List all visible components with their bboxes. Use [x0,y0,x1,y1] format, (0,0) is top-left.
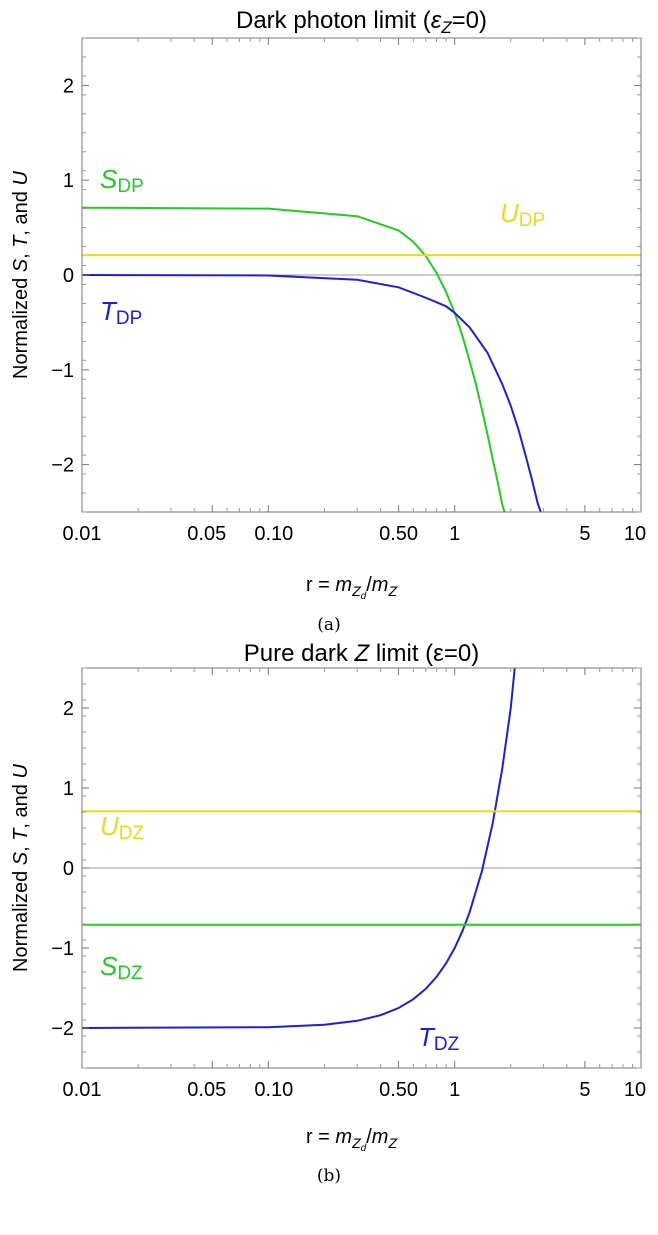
x-tick-label: 0.50 [379,1079,418,1101]
series-label-s: SDZ [100,951,143,984]
x-tick-label: 10 [624,523,646,545]
x-tick-label: 0.10 [254,1079,293,1101]
chart-title: Pure dark Z limit (ε=0) [244,640,479,667]
x-tick-label: 5 [579,1079,590,1101]
x-axis-label: r = mZd/mZ [306,1126,397,1154]
y-tick-label: 2 [63,698,74,720]
plot-area [82,668,641,1029]
plot-area [82,206,641,512]
y-axis-label: Normalized S, T, and U [10,764,32,972]
x-tick-label: 0.05 [187,1079,226,1101]
y-tick-label: 1 [63,778,74,800]
series-label-u: UDZ [100,811,145,844]
x-tick-label: 0.01 [63,1079,102,1101]
chart-panel-a: Dark photon limit (εZ=0) −2 −1 0 1 2 0.01 0.05 0… [10,7,646,635]
y-tick-label: −1 [51,360,74,382]
panel-caption: (b) [317,1166,341,1186]
chart-title: Dark photon limit (εZ=0) [236,7,487,37]
chart-panel-b: Pure dark Z limit (ε=0) −2 −1 0 1 2 0.01 0.05 0.… [10,640,646,1186]
x-axis-label: r = mZd/mZ [306,574,397,602]
series-line-s [82,206,506,512]
x-tick-label: 1 [449,523,460,545]
series-label-u: UDP [500,198,545,231]
x-tick-label: 10 [624,1079,646,1101]
x-tick-label: 0.50 [379,523,418,545]
x-tick-label: 1 [449,1079,460,1101]
x-tick-label: 0.05 [187,523,226,545]
y-tick-label: −1 [51,938,74,960]
series-label-t: TDP [100,296,142,329]
panel-caption: (a) [317,615,340,635]
series-label-s: SDP [100,164,144,197]
x-tick-label: 5 [579,523,590,545]
y-tick-label: 0 [63,265,74,287]
series-line-t [82,274,542,512]
x-tick-label: 0.10 [254,523,293,545]
y-tick-label: −2 [51,1018,74,1040]
y-tick-label: 0 [63,858,74,880]
x-tick-label: 0.01 [63,523,102,545]
y-tick-label: −2 [51,455,74,477]
series-line-t [82,668,516,1029]
y-tick-label: 1 [63,170,74,192]
y-tick-label: 2 [63,75,74,97]
y-axis-label: Normalized S, T, and U [10,171,32,379]
series-label-t: TDZ [418,1022,460,1055]
